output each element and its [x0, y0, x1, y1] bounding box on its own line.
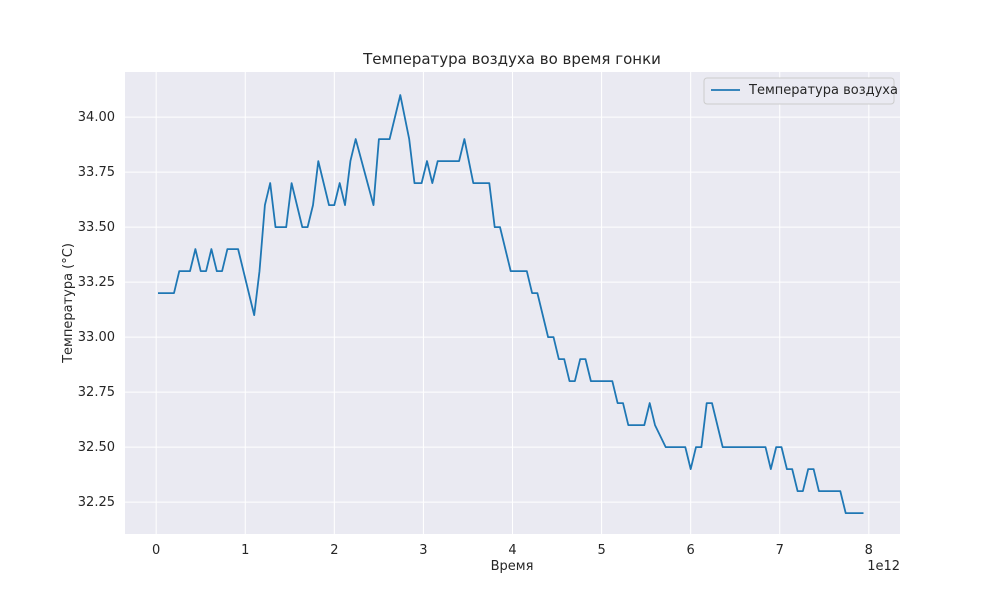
- x-offset-label: 1e12: [867, 559, 900, 574]
- x-tick-label: 3: [419, 543, 427, 558]
- x-tick-label: 2: [330, 543, 338, 558]
- legend-box: [703, 77, 895, 105]
- chart-title: Температура воздуха во время гонки: [362, 50, 661, 68]
- y-tick-label: 33.75: [78, 165, 115, 180]
- y-tick-label: 32.50: [78, 440, 115, 455]
- x-tick-label: 4: [508, 543, 516, 558]
- y-tick-labels: 32.25 32.50 32.75 33.00 33.25 33.50 33.75 34.00: [78, 110, 115, 510]
- legend-label: Температура воздуха: [748, 83, 898, 98]
- y-tick-label: 32.25: [78, 495, 115, 510]
- y-axis-label: Температура (°C): [61, 243, 76, 364]
- legend: Температура воздуха: [703, 77, 898, 105]
- y-tick-label: 32.75: [78, 385, 115, 400]
- x-tick-label: 0: [152, 543, 160, 558]
- x-tick-label: 7: [776, 543, 784, 558]
- x-tick-label: 8: [865, 543, 873, 558]
- x-tick-label: 6: [687, 543, 695, 558]
- x-tick-labels: 0 1 2 3 4 5 6 7 8: [152, 543, 873, 558]
- x-tick-label: 1: [241, 543, 249, 558]
- series-line: [158, 94, 864, 514]
- x-tick-label: 5: [597, 543, 605, 558]
- y-tick-label: 33.00: [78, 330, 115, 345]
- y-tick-label: 33.50: [78, 220, 115, 235]
- y-tick-label: 33.25: [78, 275, 115, 290]
- x-axis-label: Время: [491, 559, 534, 574]
- grid: [125, 72, 900, 534]
- y-tick-label: 34.00: [78, 110, 115, 125]
